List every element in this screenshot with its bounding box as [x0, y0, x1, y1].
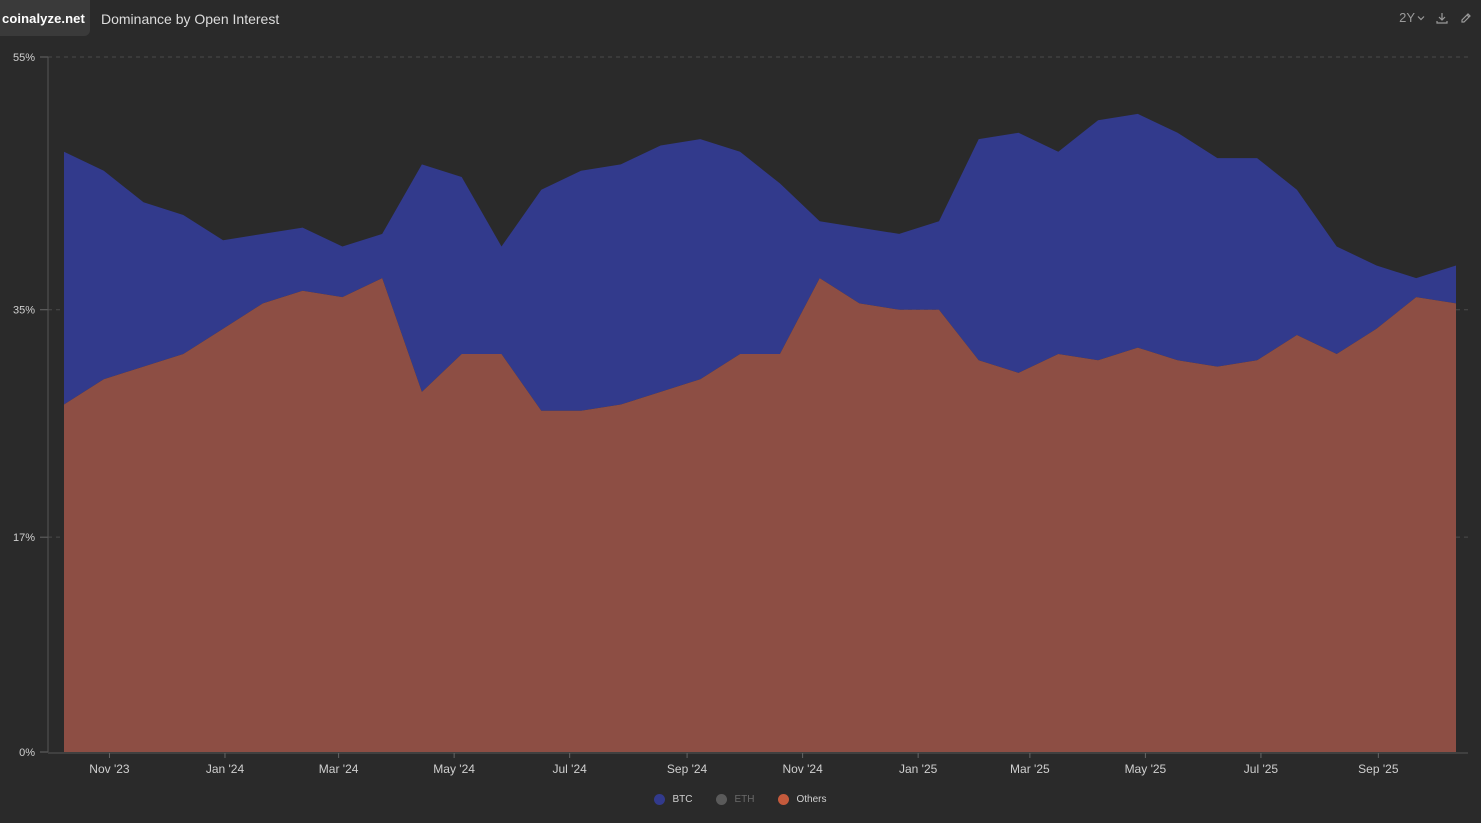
download-icon[interactable]	[1435, 11, 1449, 25]
y-tick-label: 0%	[19, 747, 35, 759]
y-tick-label: 35%	[13, 305, 35, 317]
x-tick-label: Sep '24	[667, 762, 708, 776]
x-tick-label: May '24	[433, 762, 475, 776]
x-tick-label: Jan '25	[899, 762, 938, 776]
x-tick-label: Jul '24	[553, 762, 588, 776]
chart-legend: BTC ETH Others	[0, 788, 1481, 810]
legend-dot-eth	[716, 793, 728, 805]
legend-dot-others	[778, 793, 790, 805]
legend-label-eth: ETH	[734, 793, 755, 805]
x-tick-labels: Nov '23 Jan '24 Mar '24 May '24 Jul '24 Sep '…	[89, 753, 1399, 776]
x-tick-label: Jan '24	[206, 762, 245, 776]
range-selector[interactable]: 2Y	[1399, 10, 1425, 25]
series-area-btc	[64, 113, 1456, 411]
legend-item-btc[interactable]: BTC	[654, 793, 693, 805]
chart-title: Dominance by Open Interest	[101, 11, 280, 27]
grid-lines: 55% 35% 17% 0%	[13, 52, 1468, 759]
y-tick-label: 55%	[13, 52, 35, 64]
x-tick-label: Nov '24	[782, 762, 823, 776]
y-tick-label: 17%	[13, 532, 35, 544]
x-tick-label: Nov '23	[89, 762, 130, 776]
x-tick-label: Mar '24	[319, 762, 359, 776]
chart-toolbar: 2Y	[1399, 10, 1473, 25]
series-area-others	[64, 278, 1456, 752]
brand-logo[interactable]: coinalyze.net	[0, 0, 90, 36]
range-label: 2Y	[1399, 10, 1415, 25]
legend-item-others[interactable]: Others	[778, 793, 827, 805]
x-tick-label: Jul '25	[1244, 762, 1279, 776]
chevron-down-icon	[1417, 15, 1425, 20]
chart-area: 55% 35% 17% 0% Nov '23 Jan '24 Mar '24 May '24 J…	[0, 38, 1481, 783]
chart-svg: 55% 35% 17% 0% Nov '23 Jan '24 Mar '24 May '24 J…	[13, 52, 1468, 776]
x-tick-label: May '25	[1125, 762, 1167, 776]
legend-item-eth[interactable]: ETH	[716, 793, 755, 805]
legend-label-others: Others	[796, 793, 827, 805]
x-tick-label: Sep '25	[1358, 762, 1399, 776]
legend-label-btc: BTC	[672, 793, 693, 805]
x-tick-label: Mar '25	[1010, 762, 1050, 776]
chart-header: coinalyze.net Dominance by Open Interest…	[0, 0, 1481, 38]
legend-dot-btc	[654, 793, 666, 805]
edit-icon[interactable]	[1459, 11, 1473, 25]
